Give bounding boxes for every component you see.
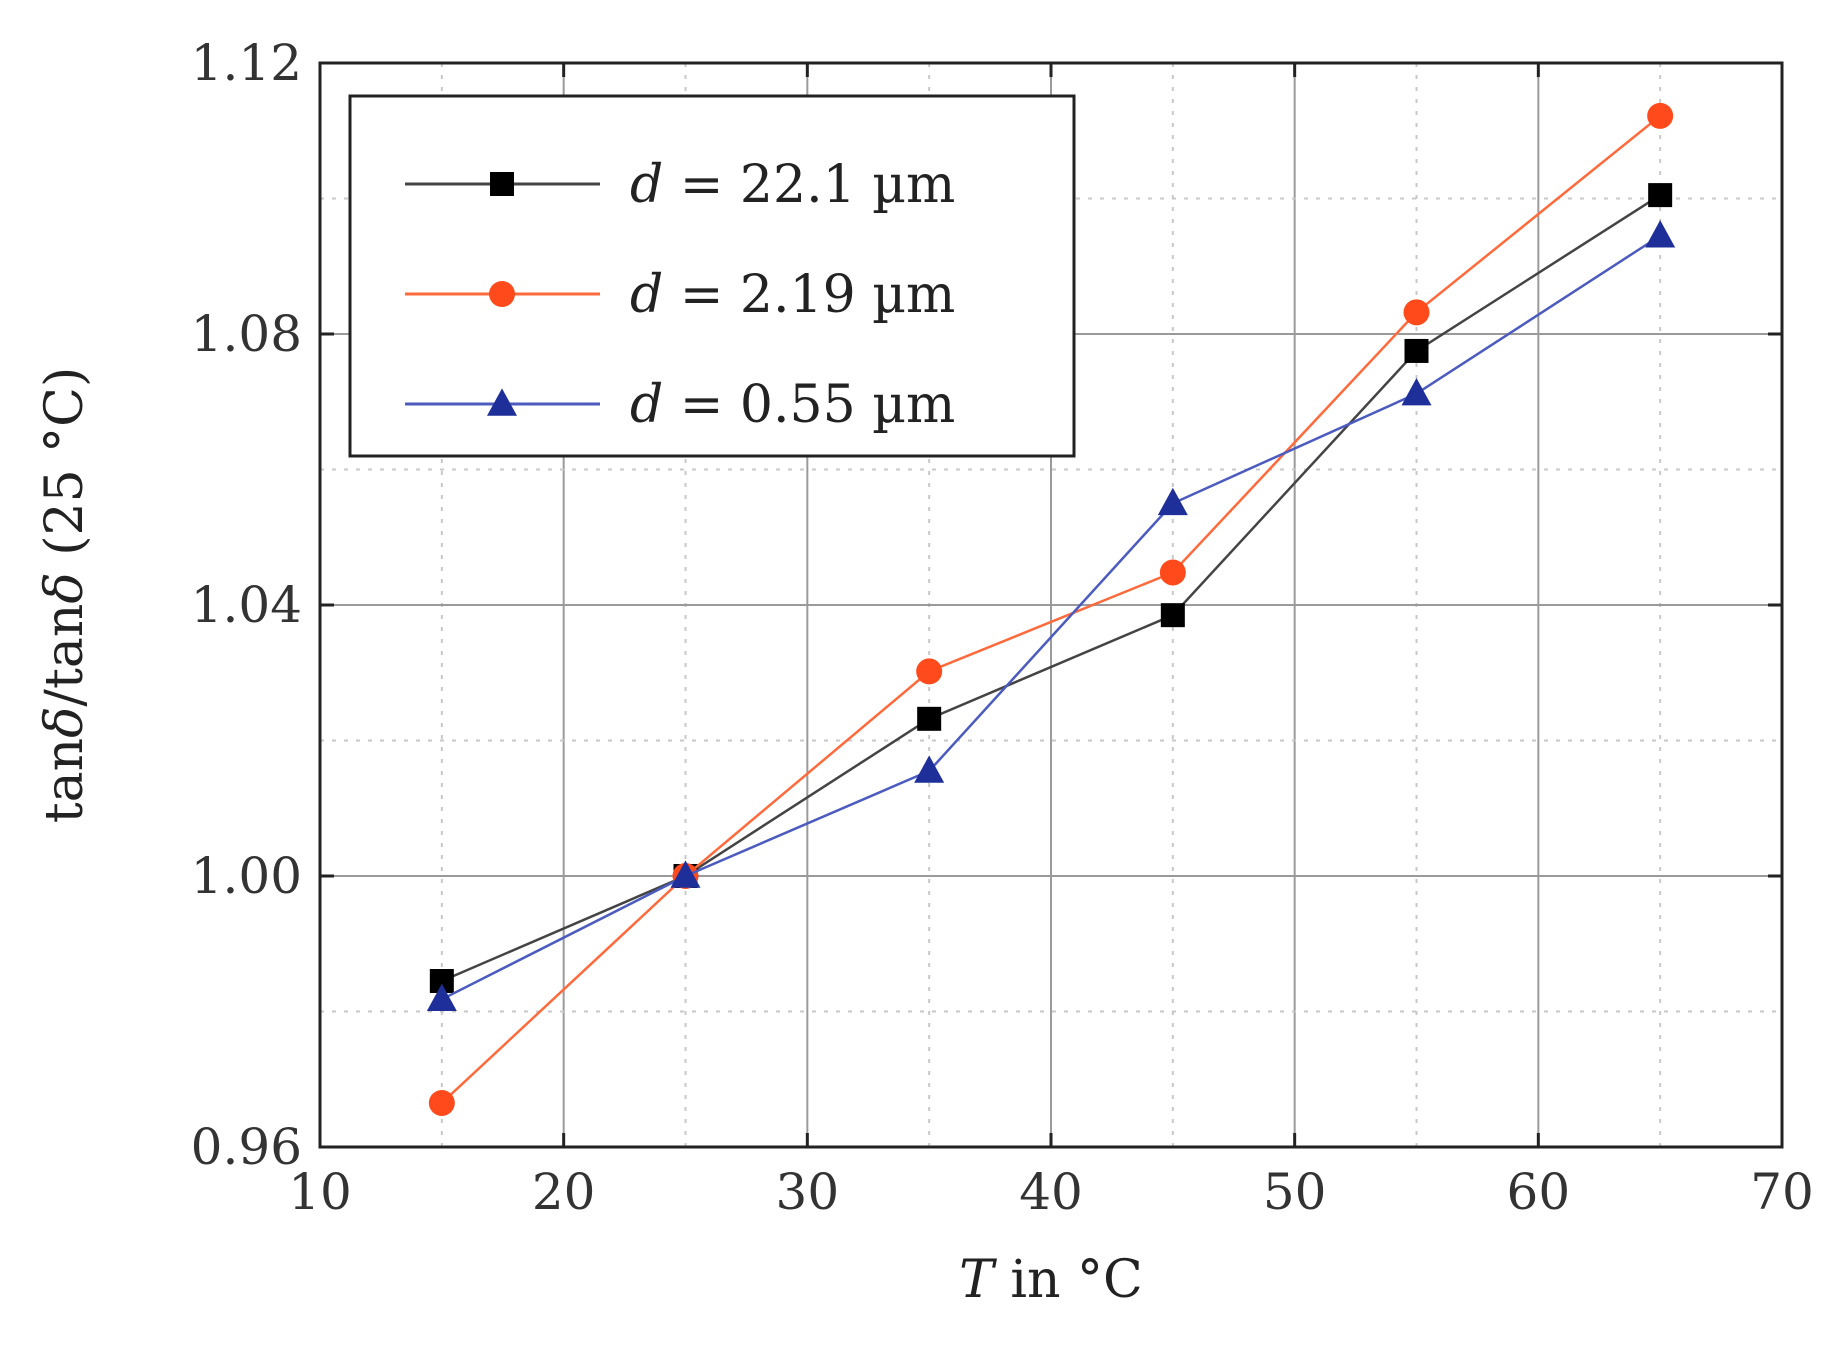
legend-entry: d = 2.19 µm <box>405 265 955 325</box>
y-axis-label-delta-1: δ <box>35 707 95 738</box>
data-point-triangle <box>1645 220 1676 248</box>
data-point-square <box>1160 603 1185 628</box>
y-axis-label-lead: tan <box>35 738 95 823</box>
legend-entry: d = 0.55 µm <box>405 375 955 435</box>
legend-entry: d = 22.1 µm <box>405 155 955 215</box>
x-axis-label-rest: in °C <box>994 1250 1143 1310</box>
data-point-square <box>1404 338 1429 363</box>
data-point-triangle <box>914 755 945 783</box>
legend-label-value: = 2.19 µm <box>663 265 955 325</box>
legend-marker-square <box>490 172 514 196</box>
x-axis-label: T in °C <box>959 1250 1143 1310</box>
y-tick-label: 1.12 <box>191 34 302 92</box>
series-line <box>441 194 1661 983</box>
series-line <box>441 234 1661 1001</box>
data-point-circle <box>1403 299 1430 326</box>
x-tick-label: 50 <box>1263 1163 1327 1221</box>
data-point-circle <box>1647 102 1674 129</box>
data-point-triangle <box>670 860 701 888</box>
y-tick-label: 1.08 <box>191 305 302 363</box>
legend-label-value: = 0.55 µm <box>663 375 955 435</box>
y-axis-label-delta-2: δ <box>35 572 95 603</box>
legend-label-value: = 22.1 µm <box>663 155 955 215</box>
legend-label-symbol: d <box>630 265 663 325</box>
x-tick-label: 30 <box>776 1163 840 1221</box>
y-axis-label-tail: (25 °C) <box>35 367 95 573</box>
legend-label: d = 22.1 µm <box>630 155 955 215</box>
data-point-circle <box>428 1089 455 1116</box>
legend-label-symbol: d <box>630 375 663 435</box>
y-tick-label: 0.96 <box>191 1118 302 1176</box>
y-tick-label: 1.04 <box>191 576 302 634</box>
legend-marker-triangle <box>487 388 517 416</box>
data-point-triangle <box>426 983 457 1012</box>
series-layer <box>426 102 1676 1116</box>
data-point-square <box>917 706 942 731</box>
y-tick-label: 1.00 <box>191 847 302 905</box>
legend-box <box>348 94 1076 458</box>
legend-marker-circle <box>489 281 515 307</box>
x-tick-label: 40 <box>1019 1163 1083 1221</box>
x-tick-label: 10 <box>288 1163 352 1221</box>
data-point-triangle <box>1401 378 1432 406</box>
x-tick-label: 20 <box>532 1163 596 1221</box>
legend-label-symbol: d <box>630 155 663 215</box>
series-circle <box>428 102 1674 1116</box>
data-point-circle <box>1159 559 1186 586</box>
data-point-triangle <box>1157 487 1188 516</box>
y-axis-label: tanδ/tanδ (25 °C) <box>35 367 95 824</box>
data-point-circle <box>916 658 943 685</box>
series-line <box>440 114 1661 1104</box>
data-point-square <box>1648 183 1673 208</box>
series-triangle <box>426 220 1676 1012</box>
ticks-layer: 10 20 30 40 50 60 70 0.96 1.00 1.04 1.08 1.12 <box>191 34 1814 1221</box>
legend-label: d = 2.19 µm <box>630 265 955 325</box>
y-axis-label-sep: /tan <box>35 604 95 707</box>
legend: d = 22.1 µmd = 2.19 µmd = 0.55 µm <box>348 94 1076 458</box>
x-tick-label: 70 <box>1750 1163 1814 1221</box>
legend-label: d = 0.55 µm <box>630 375 955 435</box>
x-tick-label: 60 <box>1507 1163 1571 1221</box>
x-axis-label-var: T <box>959 1250 997 1310</box>
